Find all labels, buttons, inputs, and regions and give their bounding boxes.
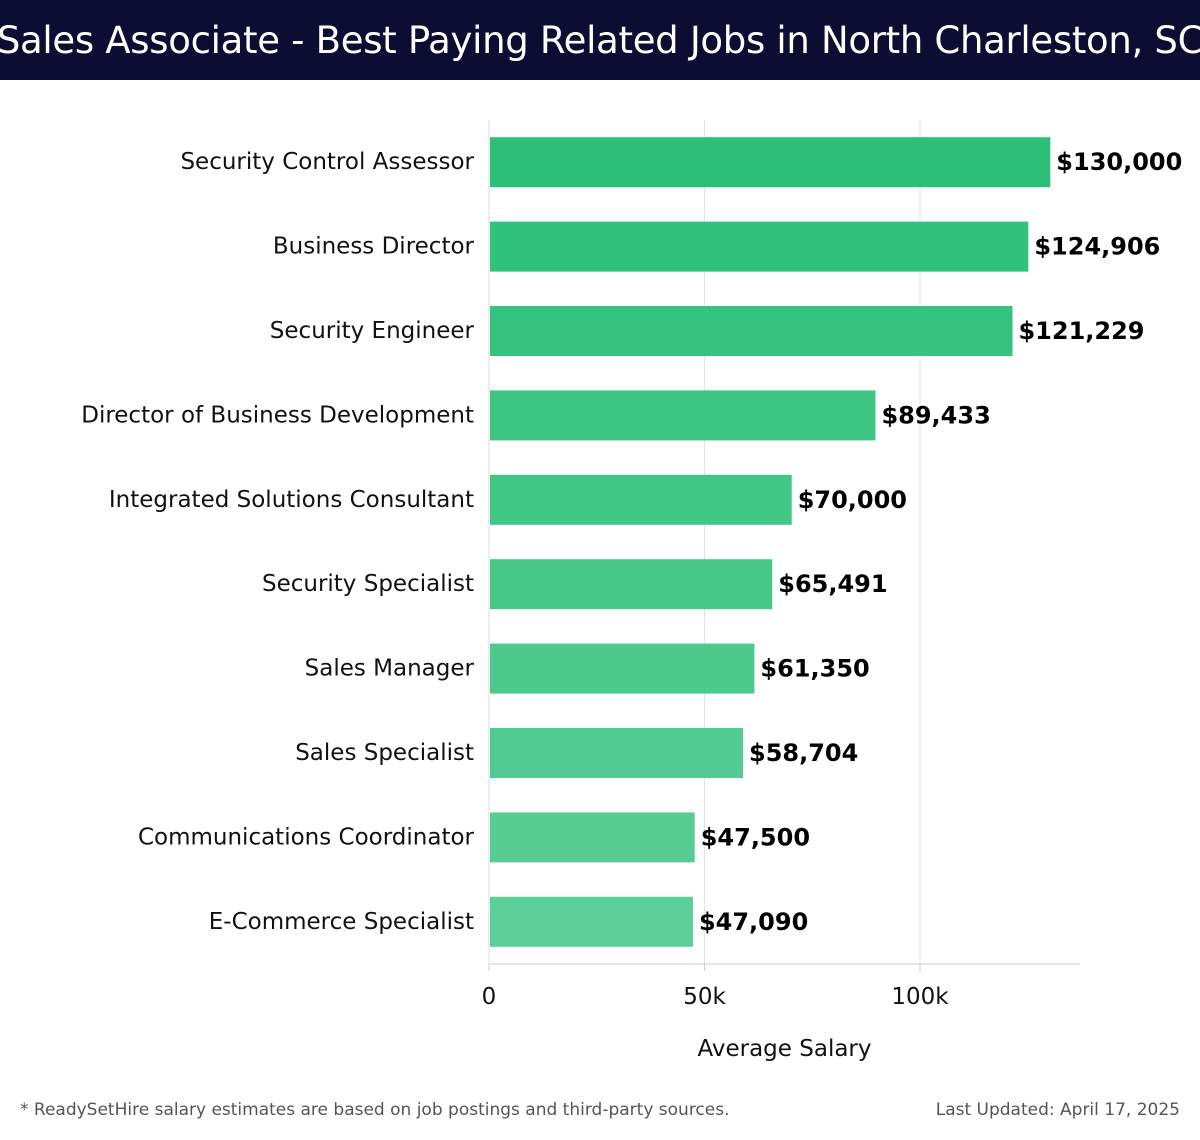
bar bbox=[490, 896, 693, 947]
bar bbox=[490, 306, 1013, 356]
value-label: $70,000 bbox=[798, 486, 907, 514]
bar bbox=[490, 728, 744, 778]
chart-title: Sales Associate - Best Paying Related Jo… bbox=[0, 18, 1200, 62]
x-axis-label: Average Salary bbox=[697, 1036, 871, 1062]
value-label: $121,229 bbox=[1018, 317, 1144, 345]
value-label: $130,000 bbox=[1056, 148, 1182, 176]
category-label: Security Engineer bbox=[270, 318, 475, 344]
bar bbox=[490, 559, 773, 610]
value-label: $89,433 bbox=[881, 401, 990, 429]
category-label: Sales Specialist bbox=[295, 740, 474, 766]
bar bbox=[490, 137, 1051, 188]
category-label: Security Control Assessor bbox=[180, 149, 474, 175]
category-label: Director of Business Development bbox=[81, 402, 474, 428]
category-label: Business Director bbox=[273, 234, 475, 260]
value-label: $58,704 bbox=[749, 739, 858, 767]
value-label: $47,090 bbox=[699, 908, 808, 936]
salary-bar-chart: Security Control Assessor $130,000 Busines… bbox=[81, 120, 1182, 1062]
bar bbox=[490, 812, 695, 863]
bar bbox=[490, 474, 792, 525]
bar bbox=[490, 643, 755, 694]
footnote: * ReadySetHire salary estimates are base… bbox=[20, 1100, 730, 1120]
bar bbox=[490, 390, 876, 441]
category-label: Security Specialist bbox=[262, 571, 474, 597]
category-label: Integrated Solutions Consultant bbox=[109, 487, 474, 513]
bar bbox=[490, 221, 1029, 272]
category-label: E-Commerce Specialist bbox=[209, 909, 474, 935]
title-bar: Sales Associate - Best Paying Related Jo… bbox=[0, 0, 1200, 80]
category-label: Sales Manager bbox=[305, 656, 475, 682]
category-label: Communications Coordinator bbox=[138, 824, 475, 850]
x-tick-label: 0 bbox=[482, 984, 497, 1010]
value-label: $61,350 bbox=[760, 655, 869, 683]
last-updated: Last Updated: April 17, 2025 bbox=[935, 1100, 1180, 1120]
value-label: $47,500 bbox=[701, 823, 810, 851]
value-label: $65,491 bbox=[778, 570, 887, 598]
x-tick-label: 50k bbox=[683, 984, 726, 1010]
value-label: $124,906 bbox=[1034, 233, 1160, 261]
x-tick-label: 100k bbox=[891, 984, 949, 1010]
